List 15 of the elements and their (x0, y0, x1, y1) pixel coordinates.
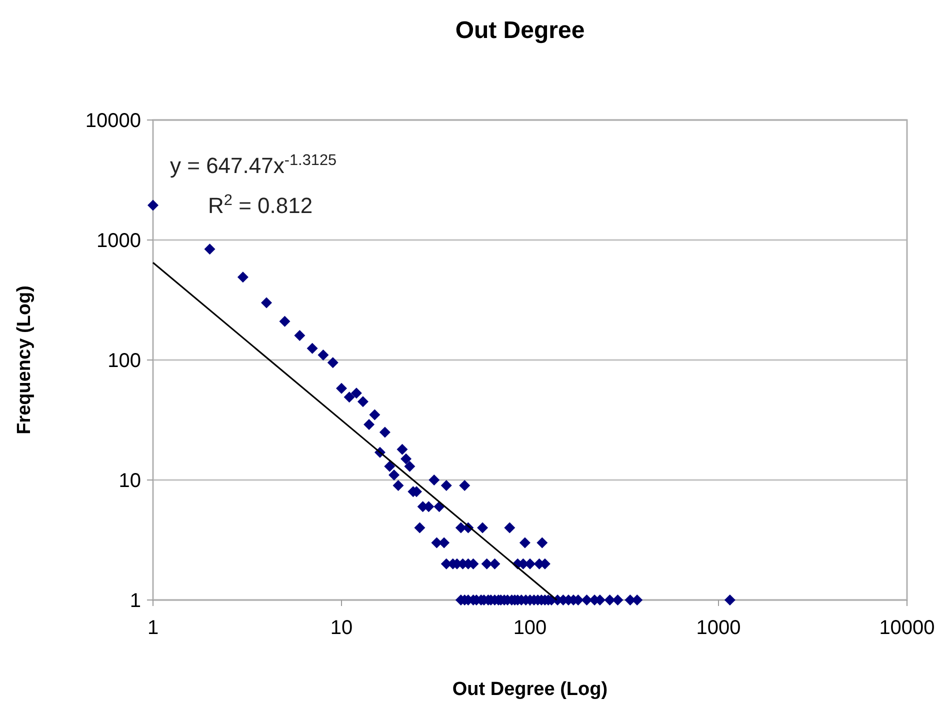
x-tick-label: 10000 (879, 617, 935, 639)
y-axis-title: Frequency (Log) (14, 286, 35, 434)
x-tick-label: 10 (330, 617, 353, 639)
x-axis-title: Out Degree (Log) (452, 679, 608, 700)
annotation: y = 647.47x$^{-1.3125}$ (170, 152, 337, 178)
x-tick-label: 100 (513, 617, 547, 639)
x-tick-label: 1 (147, 617, 159, 639)
y-tick-label: 100 (108, 350, 141, 372)
y-tick-label: 10 (118, 470, 141, 492)
x-tick-label: 1000 (696, 617, 741, 639)
annotation: R$^{2}$ = 0.812 (208, 192, 313, 218)
chart-title: Out Degree (455, 17, 585, 44)
y-tick-label: 1 (130, 590, 141, 612)
y-tick-label: 1000 (96, 230, 141, 252)
y-tick-label: 10000 (85, 110, 141, 132)
